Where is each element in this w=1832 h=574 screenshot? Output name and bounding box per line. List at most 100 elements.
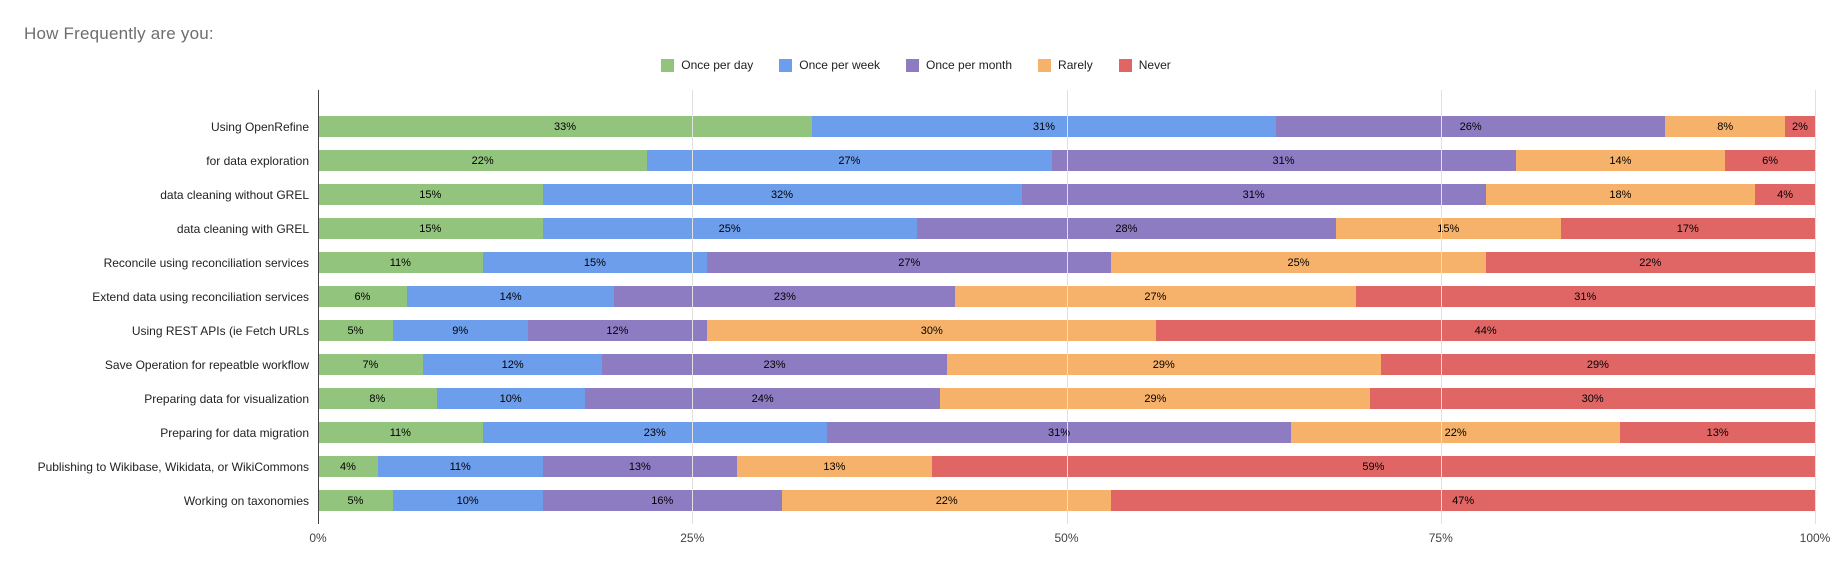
segment-once-per-day[interactable]: 15% — [318, 184, 543, 205]
segment-once-per-day[interactable]: 7% — [318, 354, 423, 375]
bar-row-data-cleaning-with-grel: data cleaning with GREL 15% 25% 28% 15% 17% — [177, 212, 1815, 246]
segment-once-per-month[interactable]: 31% — [1021, 184, 1486, 205]
segment-label: 47% — [1452, 494, 1475, 507]
segment-label: 32% — [771, 188, 794, 201]
segment-once-per-day[interactable]: 5% — [318, 490, 393, 511]
category-label: Preparing for data migration — [160, 426, 309, 440]
segment-label: 31% — [1242, 188, 1265, 201]
segment-once-per-day[interactable]: 15% — [318, 218, 543, 239]
legend-item-never[interactable]: Never — [1118, 58, 1171, 72]
bar-row-using-rest-apis-ie-fetch-urls: Using REST APIs (ie Fetch URLs 5% 9% 12% 30%… — [132, 314, 1815, 348]
segment-never[interactable]: 31% — [1355, 286, 1815, 307]
segment-rarely[interactable]: 15% — [1335, 218, 1561, 239]
bar-row-reconcile-using-reconciliation-services: Reconcile using reconciliation services 1… — [104, 246, 1815, 280]
segment-rarely[interactable]: 22% — [782, 490, 1112, 511]
stacked-bar: 15% 32% 31% 18% 4% — [318, 184, 1815, 205]
segment-once-per-week[interactable]: 31% — [812, 116, 1277, 137]
segment-label: 10% — [499, 392, 522, 405]
segment-label: 31% — [1033, 120, 1056, 133]
segment-never[interactable]: 17% — [1560, 218, 1815, 239]
segment-label: 22% — [1444, 426, 1467, 439]
legend-item-once-per-month[interactable]: Once per month — [906, 58, 1012, 72]
segment-label: 15% — [583, 256, 606, 269]
segment-rarely[interactable]: 22% — [1291, 422, 1621, 443]
segment-once-per-day[interactable]: 33% — [318, 116, 812, 137]
stacked-bar: 5% 10% 16% 22% 47% — [318, 490, 1815, 511]
segment-never[interactable]: 2% — [1785, 116, 1815, 137]
segment-label: 31% — [1574, 290, 1597, 303]
segment-label: 12% — [501, 358, 524, 371]
segment-rarely[interactable]: 30% — [707, 320, 1157, 341]
segment-once-per-week[interactable]: 32% — [542, 184, 1022, 205]
segment-rarely[interactable]: 14% — [1515, 150, 1726, 171]
segment-label: 7% — [362, 358, 379, 371]
segment-never[interactable]: 44% — [1156, 320, 1815, 341]
stacked-bar: 5% 9% 12% 30% 44% — [318, 320, 1815, 341]
segment-label: 25% — [718, 222, 741, 235]
segment-once-per-week[interactable]: 12% — [422, 354, 603, 375]
legend-label: Never — [1138, 58, 1171, 72]
segment-once-per-week[interactable]: 15% — [482, 252, 708, 273]
segment-label: 6% — [354, 290, 371, 303]
segment-once-per-month[interactable]: 16% — [542, 490, 783, 511]
segment-once-per-day[interactable]: 11% — [318, 422, 483, 443]
segment-never[interactable]: 13% — [1620, 422, 1815, 443]
segment-once-per-week[interactable]: 23% — [482, 422, 827, 443]
segment-once-per-day[interactable]: 22% — [318, 150, 648, 171]
legend-label: Rarely — [1058, 58, 1093, 72]
segment-once-per-week[interactable]: 27% — [647, 150, 1052, 171]
segment-never[interactable]: 4% — [1755, 184, 1815, 205]
segment-label: 59% — [1362, 460, 1385, 473]
segment-rarely[interactable]: 29% — [940, 388, 1371, 409]
segment-once-per-month[interactable]: 23% — [602, 354, 947, 375]
segment-label: 8% — [1717, 120, 1734, 133]
segment-once-per-month[interactable]: 13% — [542, 456, 738, 477]
x-axis-tick-0: 0% — [309, 531, 327, 545]
segment-once-per-month[interactable]: 26% — [1276, 116, 1666, 137]
segment-once-per-week[interactable]: 14% — [406, 286, 615, 307]
segment-label: 16% — [651, 494, 674, 507]
gridline-50 — [1066, 90, 1068, 524]
segment-once-per-week[interactable]: 10% — [436, 388, 585, 409]
segment-never[interactable]: 47% — [1111, 490, 1815, 511]
bar-row-preparing-for-data-migration: Preparing for data migration 11% 23% 31% 22%… — [160, 416, 1815, 450]
segment-rarely[interactable]: 25% — [1111, 252, 1486, 273]
segment-once-per-month[interactable]: 31% — [1051, 150, 1516, 171]
legend-swatch-once-per-week — [779, 58, 793, 72]
segment-once-per-month[interactable]: 12% — [527, 320, 708, 341]
stacked-bar: 8% 10% 24% 29% 30% — [318, 388, 1815, 409]
segment-rarely[interactable]: 27% — [955, 286, 1356, 307]
stacked-bar: 11% 15% 27% 25% 22% — [318, 252, 1815, 273]
segment-once-per-month[interactable]: 27% — [707, 252, 1112, 273]
category-label: Publishing to Wikibase, Wikidata, or Wik… — [37, 460, 309, 474]
segment-never[interactable]: 22% — [1485, 252, 1815, 273]
segment-never[interactable]: 29% — [1380, 354, 1815, 375]
segment-never[interactable]: 59% — [931, 456, 1815, 477]
legend-swatch-once-per-month — [906, 58, 919, 72]
segment-once-per-month[interactable]: 24% — [584, 388, 941, 409]
legend-item-once-per-day[interactable]: Once per day — [661, 58, 753, 72]
segment-never[interactable]: 6% — [1725, 150, 1815, 171]
segment-never[interactable]: 30% — [1370, 388, 1815, 409]
segment-once-per-day[interactable]: 8% — [318, 388, 437, 409]
segment-label: 11% — [449, 460, 471, 473]
segment-once-per-month[interactable]: 28% — [916, 218, 1336, 239]
segment-once-per-week[interactable]: 25% — [542, 218, 917, 239]
segment-once-per-day[interactable]: 11% — [318, 252, 483, 273]
segment-rarely[interactable]: 13% — [737, 456, 932, 477]
segment-once-per-day[interactable]: 6% — [318, 286, 407, 307]
segment-once-per-day[interactable]: 5% — [318, 320, 393, 341]
segment-rarely[interactable]: 29% — [946, 354, 1381, 375]
segment-label: 24% — [751, 392, 774, 405]
segment-once-per-week[interactable]: 11% — [377, 456, 543, 477]
segment-rarely[interactable]: 8% — [1665, 116, 1786, 137]
legend-item-once-per-week[interactable]: Once per week — [779, 58, 880, 72]
segment-rarely[interactable]: 18% — [1485, 184, 1756, 205]
legend-item-rarely[interactable]: Rarely — [1038, 58, 1093, 72]
segment-once-per-week[interactable]: 10% — [392, 490, 543, 511]
segment-once-per-day[interactable]: 4% — [318, 456, 378, 477]
segment-label: 11% — [389, 256, 411, 269]
segment-once-per-week[interactable]: 9% — [392, 320, 528, 341]
segment-once-per-month[interactable]: 23% — [614, 286, 956, 307]
segment-once-per-month[interactable]: 31% — [826, 422, 1292, 443]
